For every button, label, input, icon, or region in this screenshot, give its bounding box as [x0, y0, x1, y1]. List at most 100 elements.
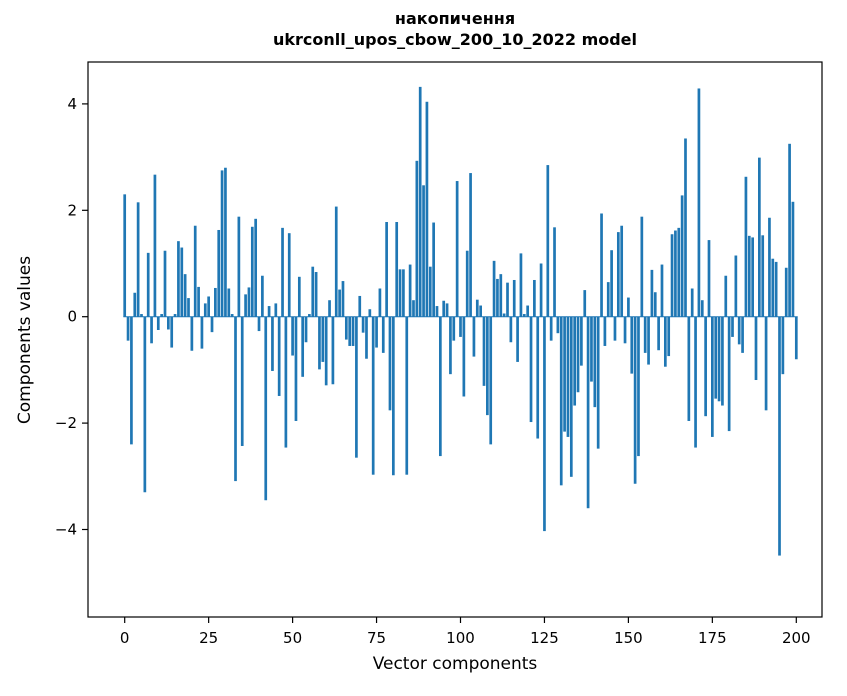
bar [220, 170, 224, 317]
y-tick-label: 2 [67, 201, 77, 219]
bar [711, 316, 714, 437]
x-tick-label: 50 [283, 629, 302, 647]
bar [680, 195, 684, 317]
bar [294, 316, 298, 421]
bar [660, 264, 664, 317]
bar [180, 247, 184, 317]
bar [227, 288, 231, 317]
bar [647, 316, 650, 365]
bar [593, 316, 597, 408]
bar [140, 314, 143, 317]
bar [257, 316, 261, 332]
bar [509, 316, 513, 343]
bar [496, 278, 499, 317]
bar [439, 316, 442, 457]
x-tick-label: 25 [199, 629, 218, 647]
bar [308, 314, 311, 317]
bar [361, 316, 365, 333]
bar [375, 316, 378, 348]
x-tick-label: 0 [120, 629, 130, 647]
bar [677, 227, 681, 317]
bar [630, 316, 634, 374]
bar [529, 316, 533, 423]
bar [459, 316, 462, 337]
bar [533, 279, 536, 317]
bar [230, 314, 234, 317]
y-tick-label: 0 [67, 308, 77, 326]
x-tick-label: 100 [446, 629, 475, 647]
bar [583, 290, 587, 317]
bar [170, 316, 174, 348]
y-tick-label: −2 [55, 414, 77, 432]
bar [516, 316, 519, 362]
bar [794, 316, 798, 360]
bar [274, 303, 278, 317]
bar [563, 316, 566, 432]
x-tick-label: 175 [698, 629, 727, 647]
bar [650, 269, 654, 317]
bar [569, 316, 573, 477]
bar [254, 218, 258, 317]
bar [670, 234, 674, 317]
bar [764, 316, 768, 411]
bar [640, 216, 644, 317]
bar [761, 235, 765, 317]
bar [146, 252, 150, 317]
bar [600, 213, 603, 317]
bar [489, 316, 493, 445]
bar [449, 316, 452, 375]
bar [704, 316, 707, 417]
bar [721, 316, 724, 406]
bar [328, 300, 331, 317]
bar [351, 316, 355, 346]
bar [627, 297, 630, 317]
bar [788, 143, 791, 317]
bar [304, 316, 308, 343]
x-tick-label: 200 [782, 629, 811, 647]
bar [492, 260, 496, 317]
bar [338, 289, 341, 317]
bar [576, 316, 580, 393]
bar [724, 275, 728, 317]
bar [758, 157, 761, 317]
bar [714, 316, 718, 399]
bar [781, 316, 785, 375]
bar [717, 316, 721, 402]
bar [573, 316, 577, 406]
bar [428, 266, 432, 317]
bar [586, 316, 590, 509]
bar [623, 316, 627, 344]
plot-border [87, 61, 823, 618]
bar [566, 316, 570, 437]
bar [475, 299, 479, 317]
bar [606, 282, 610, 317]
bar [405, 316, 409, 475]
bar [130, 316, 133, 445]
bar [727, 316, 731, 432]
bar [771, 258, 775, 317]
bar [391, 316, 395, 476]
bar [455, 181, 459, 317]
bar [324, 316, 328, 386]
bar [291, 316, 294, 356]
bar [271, 316, 274, 371]
bar [502, 313, 506, 317]
y-tick-label: 4 [67, 95, 77, 113]
bar [522, 314, 526, 317]
bar [734, 255, 738, 317]
bar [344, 316, 348, 340]
bar [297, 276, 301, 317]
bar [462, 316, 466, 397]
bar [506, 282, 509, 317]
bar [731, 316, 734, 337]
x-tick-label: 75 [367, 629, 386, 647]
x-axis-label: Vector components [372, 654, 538, 674]
bar [214, 287, 217, 317]
bar [331, 316, 335, 385]
bar [700, 300, 704, 317]
bar [136, 202, 140, 317]
bar [425, 101, 429, 317]
bar [200, 316, 204, 349]
bar [653, 292, 657, 317]
bar [422, 185, 425, 317]
